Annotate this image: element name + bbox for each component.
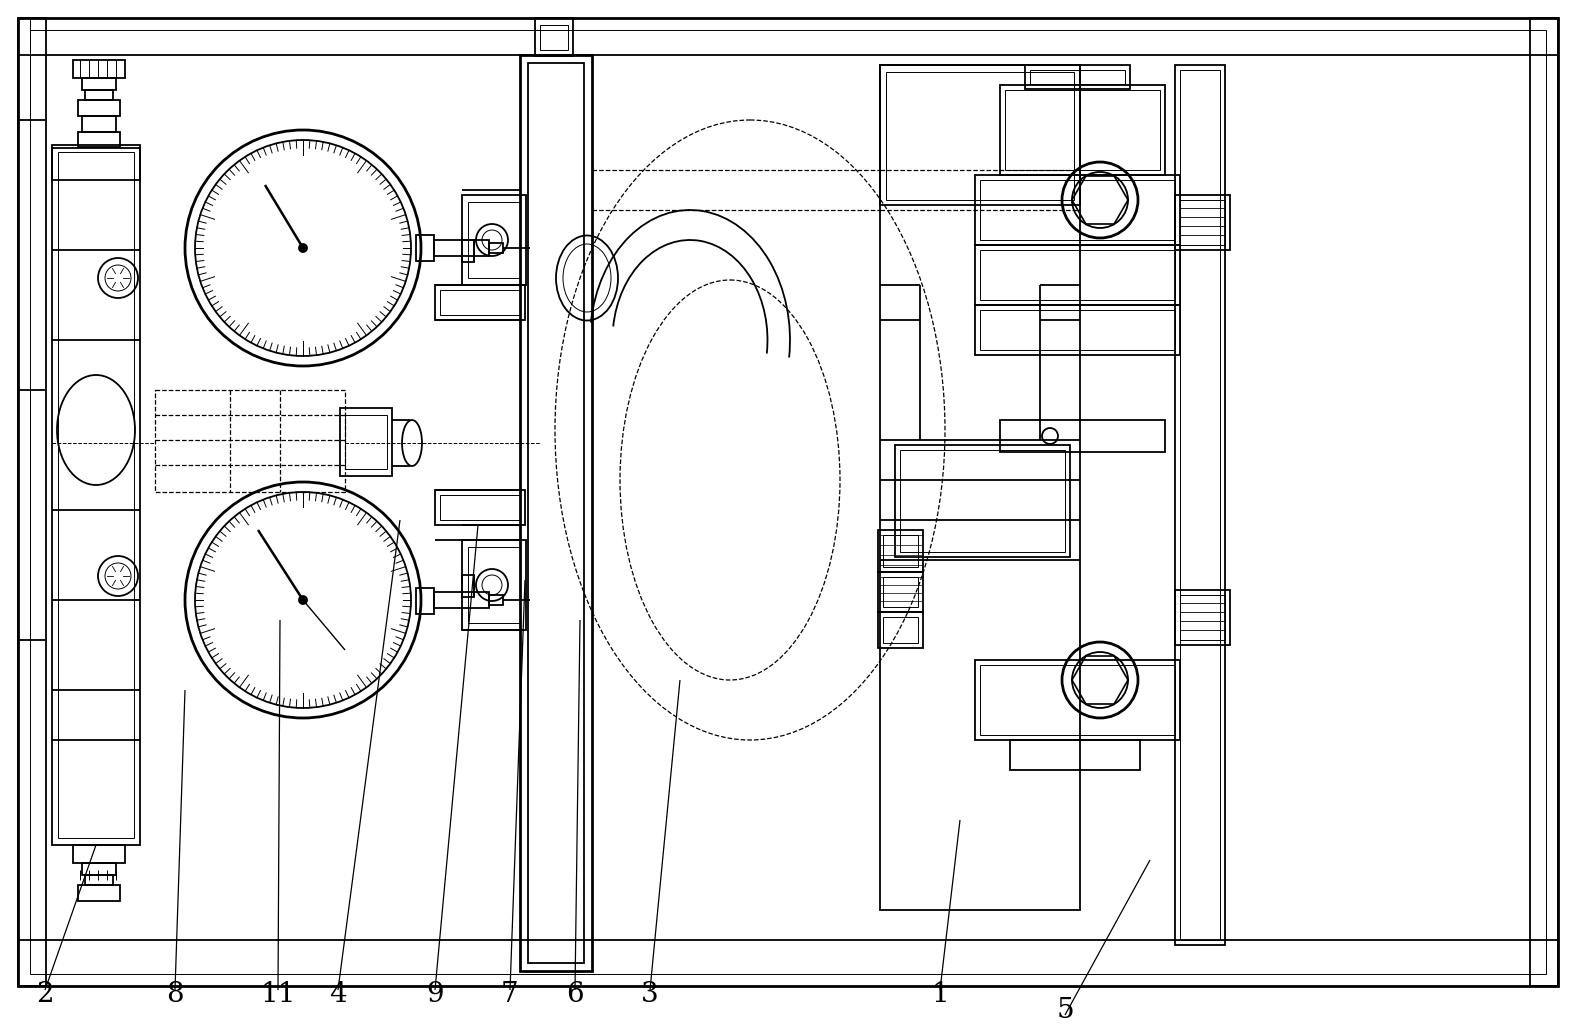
Bar bbox=[879, 65, 1080, 910]
Bar bbox=[1176, 196, 1229, 250]
Text: 5: 5 bbox=[1056, 996, 1073, 1024]
Bar bbox=[85, 90, 113, 100]
Bar bbox=[77, 885, 120, 901]
Bar bbox=[462, 196, 526, 285]
Bar bbox=[440, 290, 520, 315]
Bar bbox=[520, 55, 593, 971]
Bar bbox=[878, 530, 924, 572]
Bar bbox=[435, 285, 525, 320]
Bar bbox=[435, 490, 525, 525]
Bar bbox=[77, 100, 120, 116]
Bar bbox=[489, 243, 503, 253]
Text: 2: 2 bbox=[36, 982, 54, 1008]
Bar bbox=[1530, 17, 1559, 986]
Bar bbox=[416, 235, 433, 261]
Bar bbox=[489, 595, 503, 605]
Bar bbox=[541, 25, 567, 50]
Bar bbox=[878, 572, 924, 612]
Bar bbox=[82, 78, 117, 90]
Bar bbox=[980, 180, 1176, 240]
Bar bbox=[345, 415, 388, 469]
Bar bbox=[976, 660, 1180, 740]
Text: 9: 9 bbox=[426, 982, 444, 1008]
Bar bbox=[976, 305, 1180, 355]
Bar bbox=[1180, 70, 1220, 941]
Bar bbox=[52, 145, 140, 845]
Bar bbox=[883, 577, 917, 607]
Bar bbox=[883, 617, 917, 643]
Bar bbox=[1176, 590, 1229, 645]
Bar bbox=[77, 132, 120, 147]
Text: 8: 8 bbox=[165, 982, 184, 1008]
Bar bbox=[1180, 595, 1225, 640]
Bar bbox=[433, 592, 489, 608]
Bar bbox=[17, 17, 46, 986]
Text: 3: 3 bbox=[641, 982, 659, 1008]
Bar bbox=[534, 17, 574, 56]
Bar bbox=[528, 63, 585, 963]
Bar bbox=[1005, 90, 1160, 170]
Bar bbox=[895, 445, 1070, 557]
Bar bbox=[462, 240, 474, 262]
Bar bbox=[886, 72, 1073, 200]
Bar bbox=[1176, 65, 1225, 945]
Bar bbox=[468, 547, 520, 623]
Circle shape bbox=[299, 596, 307, 604]
Bar bbox=[462, 540, 526, 630]
Text: 7: 7 bbox=[501, 982, 519, 1008]
Bar bbox=[1001, 420, 1165, 452]
Bar bbox=[980, 665, 1176, 735]
Bar bbox=[340, 409, 392, 476]
Bar bbox=[58, 152, 134, 838]
Bar bbox=[82, 116, 117, 132]
Bar bbox=[1180, 200, 1225, 245]
Bar bbox=[440, 495, 520, 520]
Text: 11: 11 bbox=[260, 982, 296, 1008]
Bar bbox=[52, 148, 140, 180]
Text: 4: 4 bbox=[329, 982, 347, 1008]
Bar bbox=[879, 65, 1080, 205]
Bar bbox=[1001, 85, 1165, 175]
Bar bbox=[976, 245, 1180, 305]
Bar bbox=[85, 875, 113, 885]
Bar bbox=[1010, 740, 1139, 770]
Bar bbox=[72, 845, 125, 863]
Bar bbox=[462, 575, 474, 597]
Bar bbox=[980, 250, 1176, 300]
Bar bbox=[1024, 65, 1130, 88]
Bar bbox=[976, 175, 1180, 245]
Bar bbox=[900, 450, 1065, 552]
Bar bbox=[878, 612, 924, 648]
Text: 1: 1 bbox=[931, 982, 949, 1008]
Bar bbox=[416, 588, 433, 614]
Bar bbox=[433, 240, 489, 256]
Text: 6: 6 bbox=[566, 982, 583, 1008]
Bar bbox=[980, 310, 1176, 350]
Bar bbox=[1031, 70, 1125, 84]
Bar bbox=[82, 863, 117, 875]
Bar bbox=[883, 535, 917, 567]
Circle shape bbox=[299, 244, 307, 252]
Bar bbox=[72, 60, 125, 78]
Bar bbox=[468, 202, 520, 278]
Bar bbox=[154, 390, 345, 492]
